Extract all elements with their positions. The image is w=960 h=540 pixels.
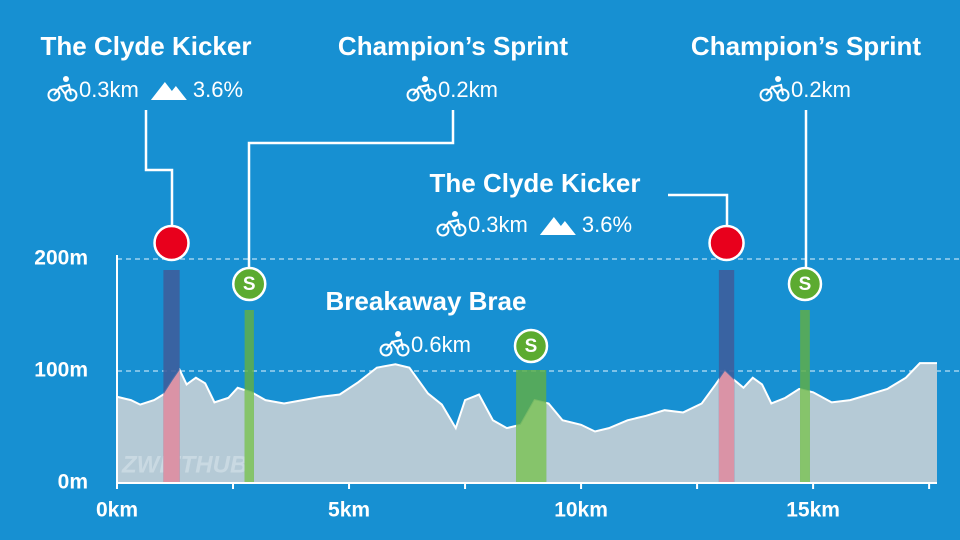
- bike-rider-head: [451, 211, 458, 217]
- elevation-outline: [116, 362, 937, 433]
- bike-icon: [406, 76, 437, 102]
- segment-distance: 0.3km: [79, 77, 139, 102]
- segment-distance: 0.3km: [468, 212, 528, 237]
- segment-icon: [153, 224, 190, 262]
- bike-wheel: [379, 343, 393, 357]
- segment-stats: 0.3km 3.6%: [436, 211, 632, 237]
- x-tick-label: 0km: [96, 499, 138, 522]
- segment-icon: [787, 266, 823, 302]
- segment-distance: 0.2km: [791, 77, 851, 102]
- segment-stats: 0.6km: [379, 331, 471, 357]
- bike-rider-head: [62, 76, 69, 82]
- x-tick-label: 15km: [786, 499, 840, 522]
- segment-stats: 0.3km 3.6%: [47, 76, 243, 102]
- segment-stats: 0.2km: [759, 76, 851, 102]
- bike-frame: [412, 83, 432, 96]
- segment-icon: [513, 328, 549, 364]
- bike-wheel: [759, 88, 773, 102]
- bike-rider-head: [422, 76, 429, 82]
- segment-icon-label: S: [525, 336, 538, 357]
- segment-bar-lower: [800, 363, 810, 483]
- bike-rider-head: [395, 331, 402, 337]
- bike-wheel: [436, 223, 450, 237]
- bike-icon: [436, 211, 467, 237]
- segment-icon-label: S: [243, 274, 256, 295]
- x-tick-label: 5km: [328, 499, 370, 522]
- segment-name: Champion’s Sprint: [691, 31, 921, 61]
- leader-line: [144, 110, 174, 227]
- segment-gradient: 3.6%: [582, 212, 632, 237]
- segment-icon: [708, 224, 745, 262]
- y-tick-label: 200m: [34, 247, 88, 270]
- bike-icon: [759, 76, 790, 102]
- watermark: ZWIFTHUB: [121, 451, 247, 478]
- segment-name: The Clyde Kicker: [41, 31, 252, 61]
- segment-bar-lower: [244, 363, 254, 483]
- x-tick-label: 10km: [554, 499, 608, 522]
- bike-frame: [385, 338, 405, 351]
- segment-gradient: 3.6%: [193, 77, 243, 102]
- bike-frame: [765, 83, 785, 96]
- segment-name: Champion’s Sprint: [338, 31, 568, 61]
- segment-name: The Clyde Kicker: [430, 168, 641, 198]
- segment-stats: 0.2km: [406, 76, 498, 102]
- segment-bar-lower: [163, 363, 180, 483]
- segment-icon-label: S: [799, 274, 812, 295]
- mountain-icon: [539, 217, 576, 235]
- y-tick-label: 100m: [34, 359, 88, 382]
- bike-frame: [442, 218, 461, 231]
- segment-name: Breakaway Brae: [326, 286, 527, 316]
- segment-icon: [232, 266, 267, 302]
- leader-line: [247, 110, 455, 269]
- bike-wheel: [47, 88, 61, 102]
- bike-icon: [379, 331, 410, 357]
- segment-distance: 0.2km: [438, 77, 498, 102]
- bike-icon: [47, 76, 78, 102]
- segment-bar-lower: [718, 363, 735, 483]
- bike-rider-head: [775, 76, 782, 82]
- y-tick-label: 0m: [58, 471, 88, 494]
- bike-wheel: [406, 88, 420, 102]
- bike-frame: [53, 83, 72, 96]
- mountain-icon: [150, 82, 187, 100]
- segment-distance: 0.6km: [411, 332, 471, 357]
- leader-line: [668, 193, 729, 227]
